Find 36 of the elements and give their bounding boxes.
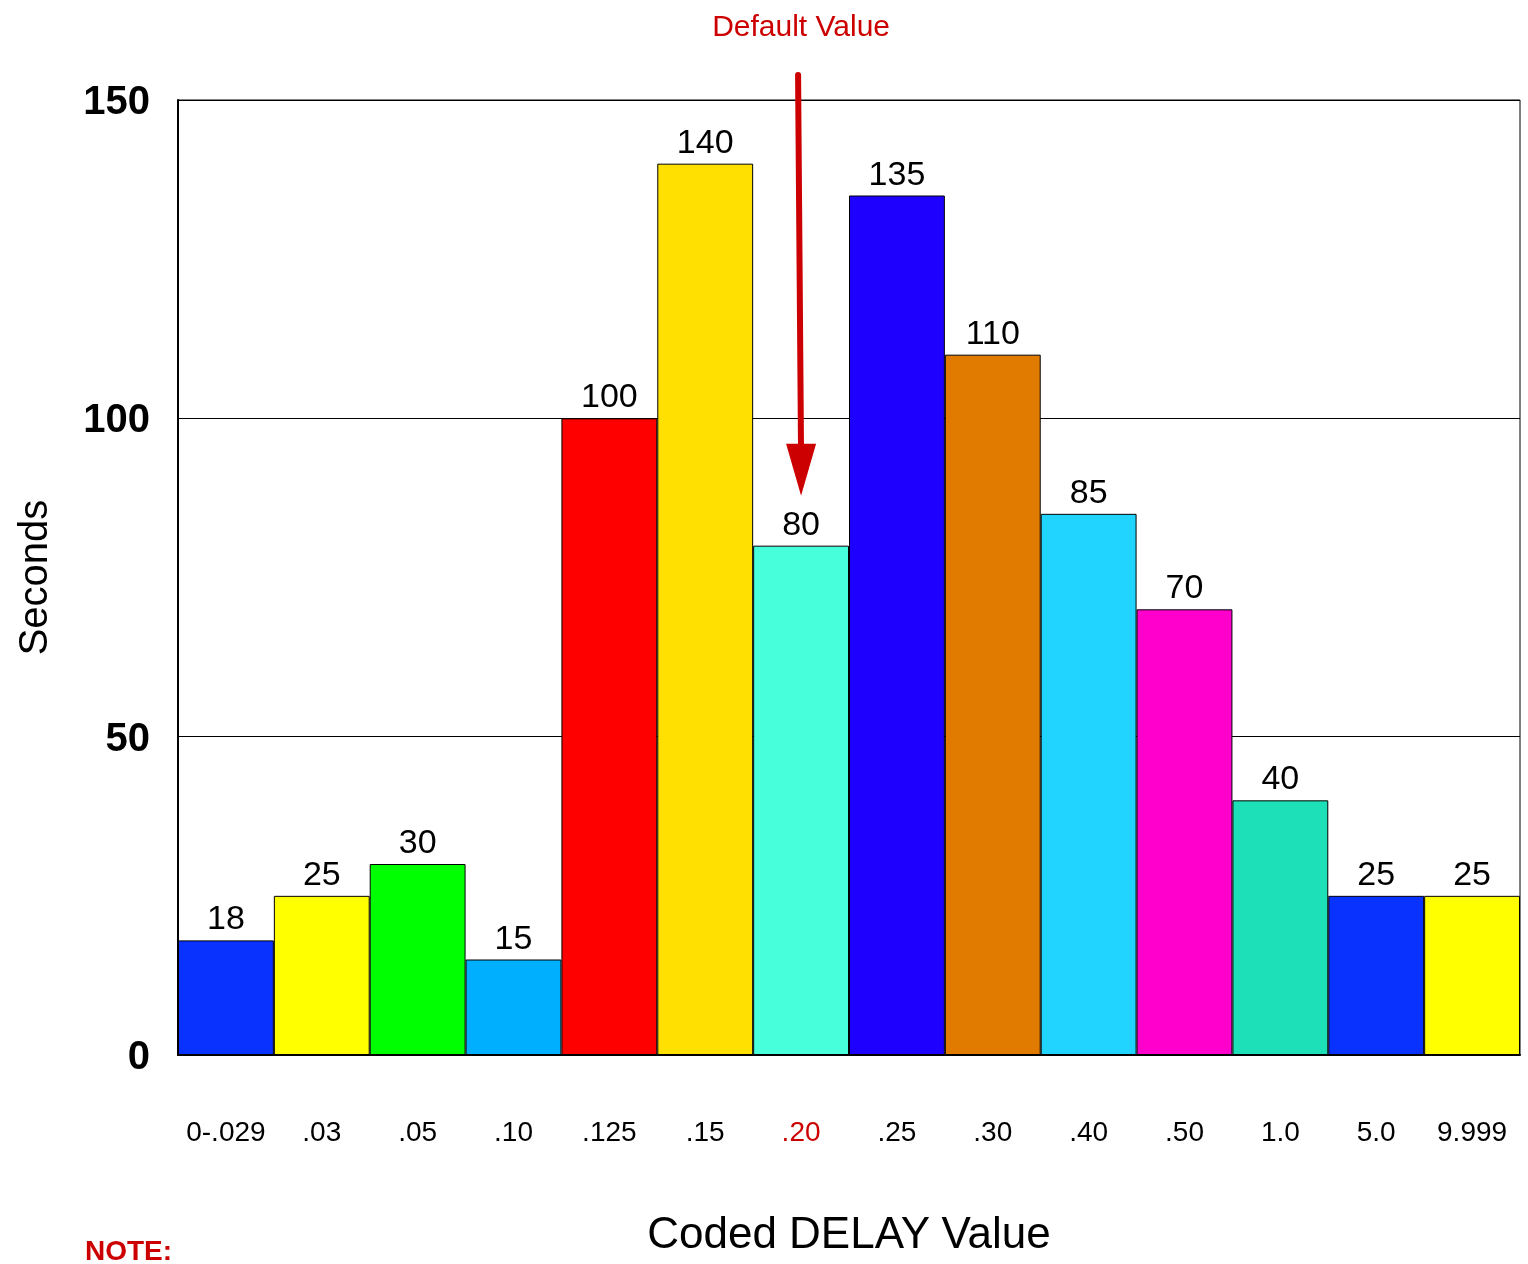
x-tick-label: 1.0 xyxy=(1260,1115,1300,1147)
data-label: 15 xyxy=(494,917,533,956)
data-label: 30 xyxy=(398,822,437,860)
data-label: 18 xyxy=(207,898,245,937)
x-tick-label: .10 xyxy=(494,1115,533,1147)
y-tick-label: 0 xyxy=(127,1033,150,1077)
x-tick-label: .40 xyxy=(1069,1115,1109,1147)
data-label: 100 xyxy=(580,376,638,415)
data-label: 135 xyxy=(868,153,926,192)
x-tick-label: 5.0 xyxy=(1356,1115,1396,1147)
x-tick-label: 0-.029 xyxy=(186,1115,266,1147)
y-tick-label: 50 xyxy=(105,714,150,759)
x-tick-label: .125 xyxy=(582,1115,637,1147)
data-label: 85 xyxy=(1069,471,1108,510)
data-label: 110 xyxy=(965,312,1020,351)
y-tick-label: 150 xyxy=(83,78,150,122)
x-tick-label: .30 xyxy=(973,1115,1013,1147)
text: NOTE: xyxy=(85,1234,173,1264)
data-label: 25 xyxy=(1453,853,1491,892)
data-label: 40 xyxy=(1261,758,1300,797)
annotation: Default Value xyxy=(712,8,891,42)
y-axis-title: Seconds xyxy=(11,499,55,656)
x-tick-label: 9.999 xyxy=(1437,1115,1508,1147)
data-label: 80 xyxy=(782,503,820,542)
x-tick-label: .15 xyxy=(685,1115,725,1147)
x-tick-label: .25 xyxy=(877,1115,917,1147)
x-tick-label: .20 xyxy=(781,1115,821,1147)
data-label: 140 xyxy=(676,121,734,160)
data-label: 25 xyxy=(1357,853,1396,892)
x-tick-label: .05 xyxy=(398,1115,438,1147)
x-tick-label: .03 xyxy=(302,1115,342,1147)
data-label: 70 xyxy=(1165,567,1204,606)
y-tick-label: 100 xyxy=(83,396,150,441)
x-axis-title: Coded DELAY Value xyxy=(647,1207,1051,1257)
data-label: 25 xyxy=(302,853,341,892)
x-tick-label: .50 xyxy=(1165,1115,1204,1147)
